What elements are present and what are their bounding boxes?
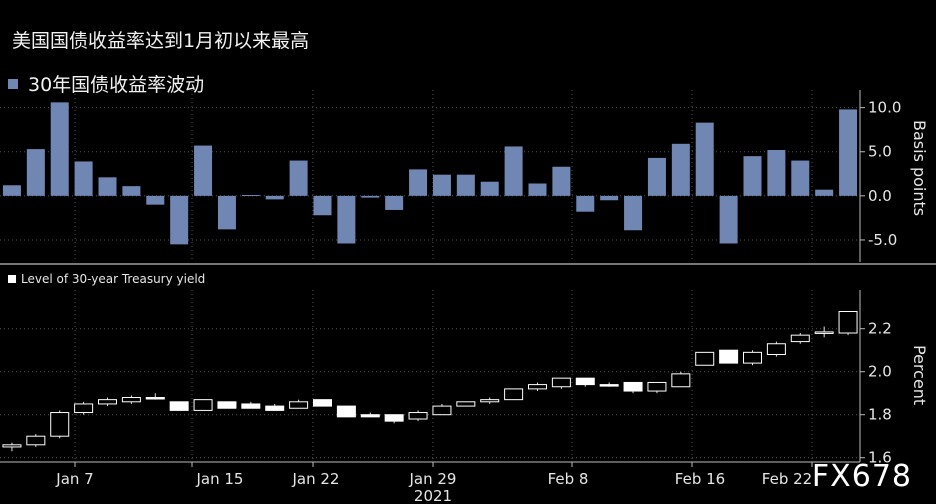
bar-legend-swatch — [8, 78, 18, 89]
candle-body — [766, 343, 786, 355]
bar — [791, 160, 810, 196]
bar-y-tick-label: 10.0 — [868, 99, 901, 117]
candle-legend-label: Level of 30-year Treasury yield — [21, 272, 206, 286]
candle-body — [2, 444, 22, 448]
candle-body — [790, 334, 810, 343]
candle-y-tick-label: 2.0 — [868, 363, 892, 381]
bar — [361, 195, 380, 198]
x-tick-label: Jan 22 — [292, 470, 340, 488]
bar-y-axis-label: Basis points — [910, 120, 929, 216]
candle-body — [838, 311, 858, 334]
bar — [576, 195, 595, 212]
x-tick-label: Jan 7 — [55, 470, 93, 488]
candle-body — [456, 401, 476, 407]
candle-body — [74, 403, 94, 414]
bar — [647, 157, 666, 196]
candle-y-tick-label: 1.8 — [868, 406, 892, 424]
bar — [74, 161, 93, 196]
bar — [600, 195, 619, 201]
chart-title: 美国国债收益率达到1月初以来最高 — [12, 30, 310, 52]
x-axis-year-label: 2021 — [414, 487, 452, 504]
bar — [289, 160, 308, 196]
candle-body — [241, 403, 261, 409]
candle-body — [504, 388, 524, 401]
bar — [552, 166, 571, 196]
candle-body — [647, 381, 667, 392]
candle-body — [480, 399, 500, 403]
bar-legend: 30年国债收益率波动 — [8, 70, 204, 97]
candle-body — [169, 401, 189, 411]
x-tick-label: Jan 29 — [409, 470, 457, 488]
bar — [480, 181, 499, 196]
candle-body — [528, 384, 547, 390]
bar — [313, 195, 332, 216]
bar — [26, 149, 45, 196]
candle-body — [384, 414, 404, 422]
candle-body — [98, 399, 117, 405]
candle-body — [599, 384, 619, 387]
candle-body — [289, 401, 309, 409]
bar — [409, 169, 428, 196]
bar — [194, 145, 213, 196]
bar — [671, 143, 690, 196]
bar — [504, 146, 523, 196]
bar — [624, 195, 643, 231]
bar — [839, 109, 858, 196]
candle-body — [265, 405, 285, 411]
candle-body — [623, 381, 643, 392]
candle-body — [193, 399, 213, 411]
bar — [528, 183, 547, 196]
bar — [50, 102, 69, 196]
candle-body — [432, 405, 452, 416]
bar — [719, 195, 738, 244]
bar — [743, 156, 762, 196]
candle-body — [360, 414, 380, 418]
candle-body — [313, 399, 332, 407]
bar-legend-label: 30年国债收益率波动 — [28, 74, 205, 96]
bar — [385, 195, 404, 210]
bar — [337, 195, 356, 244]
candle-body — [719, 349, 739, 364]
candle-y-tick-label: 2.2 — [868, 320, 892, 338]
bar-y-tick-label: 5.0 — [868, 143, 892, 161]
x-tick-label: Feb 8 — [548, 470, 589, 488]
bar-y-tick-label: -5.0 — [868, 231, 897, 249]
candle-body — [50, 412, 70, 437]
candle-body — [336, 405, 356, 418]
bar-y-tick-label: 0.0 — [868, 187, 892, 205]
bar — [695, 122, 714, 196]
bar — [767, 149, 786, 196]
candle-body — [671, 373, 691, 388]
candle-legend-swatch — [8, 275, 16, 283]
bar — [456, 174, 475, 196]
candle-body — [217, 401, 237, 409]
bar — [432, 174, 451, 196]
bar — [815, 189, 834, 196]
x-tick-label: Jan 15 — [196, 470, 244, 488]
candle-body — [551, 377, 571, 388]
bar — [122, 186, 141, 196]
candle-body — [145, 397, 165, 400]
watermark-logo: FX678 — [811, 459, 912, 494]
candle-legend: Level of 30-year Treasury yield — [8, 272, 205, 286]
x-tick-label: Feb 16 — [675, 470, 725, 488]
candle-body — [26, 435, 46, 446]
bar — [170, 195, 189, 245]
bar — [265, 195, 284, 200]
bar — [146, 195, 165, 205]
bar — [98, 177, 117, 196]
candle-body — [408, 412, 428, 420]
candle-body — [695, 351, 715, 366]
candle-body — [575, 377, 595, 386]
bar — [2, 185, 21, 196]
bar — [241, 194, 260, 196]
bar — [217, 195, 236, 230]
x-tick-label: Feb 22 — [762, 470, 812, 488]
candle-y-axis-label: Percent — [910, 345, 929, 405]
candle-body — [121, 397, 141, 403]
candle-y-tick-label: 1.6 — [868, 449, 892, 467]
candle-body — [743, 351, 762, 364]
candle-body — [814, 331, 834, 334]
